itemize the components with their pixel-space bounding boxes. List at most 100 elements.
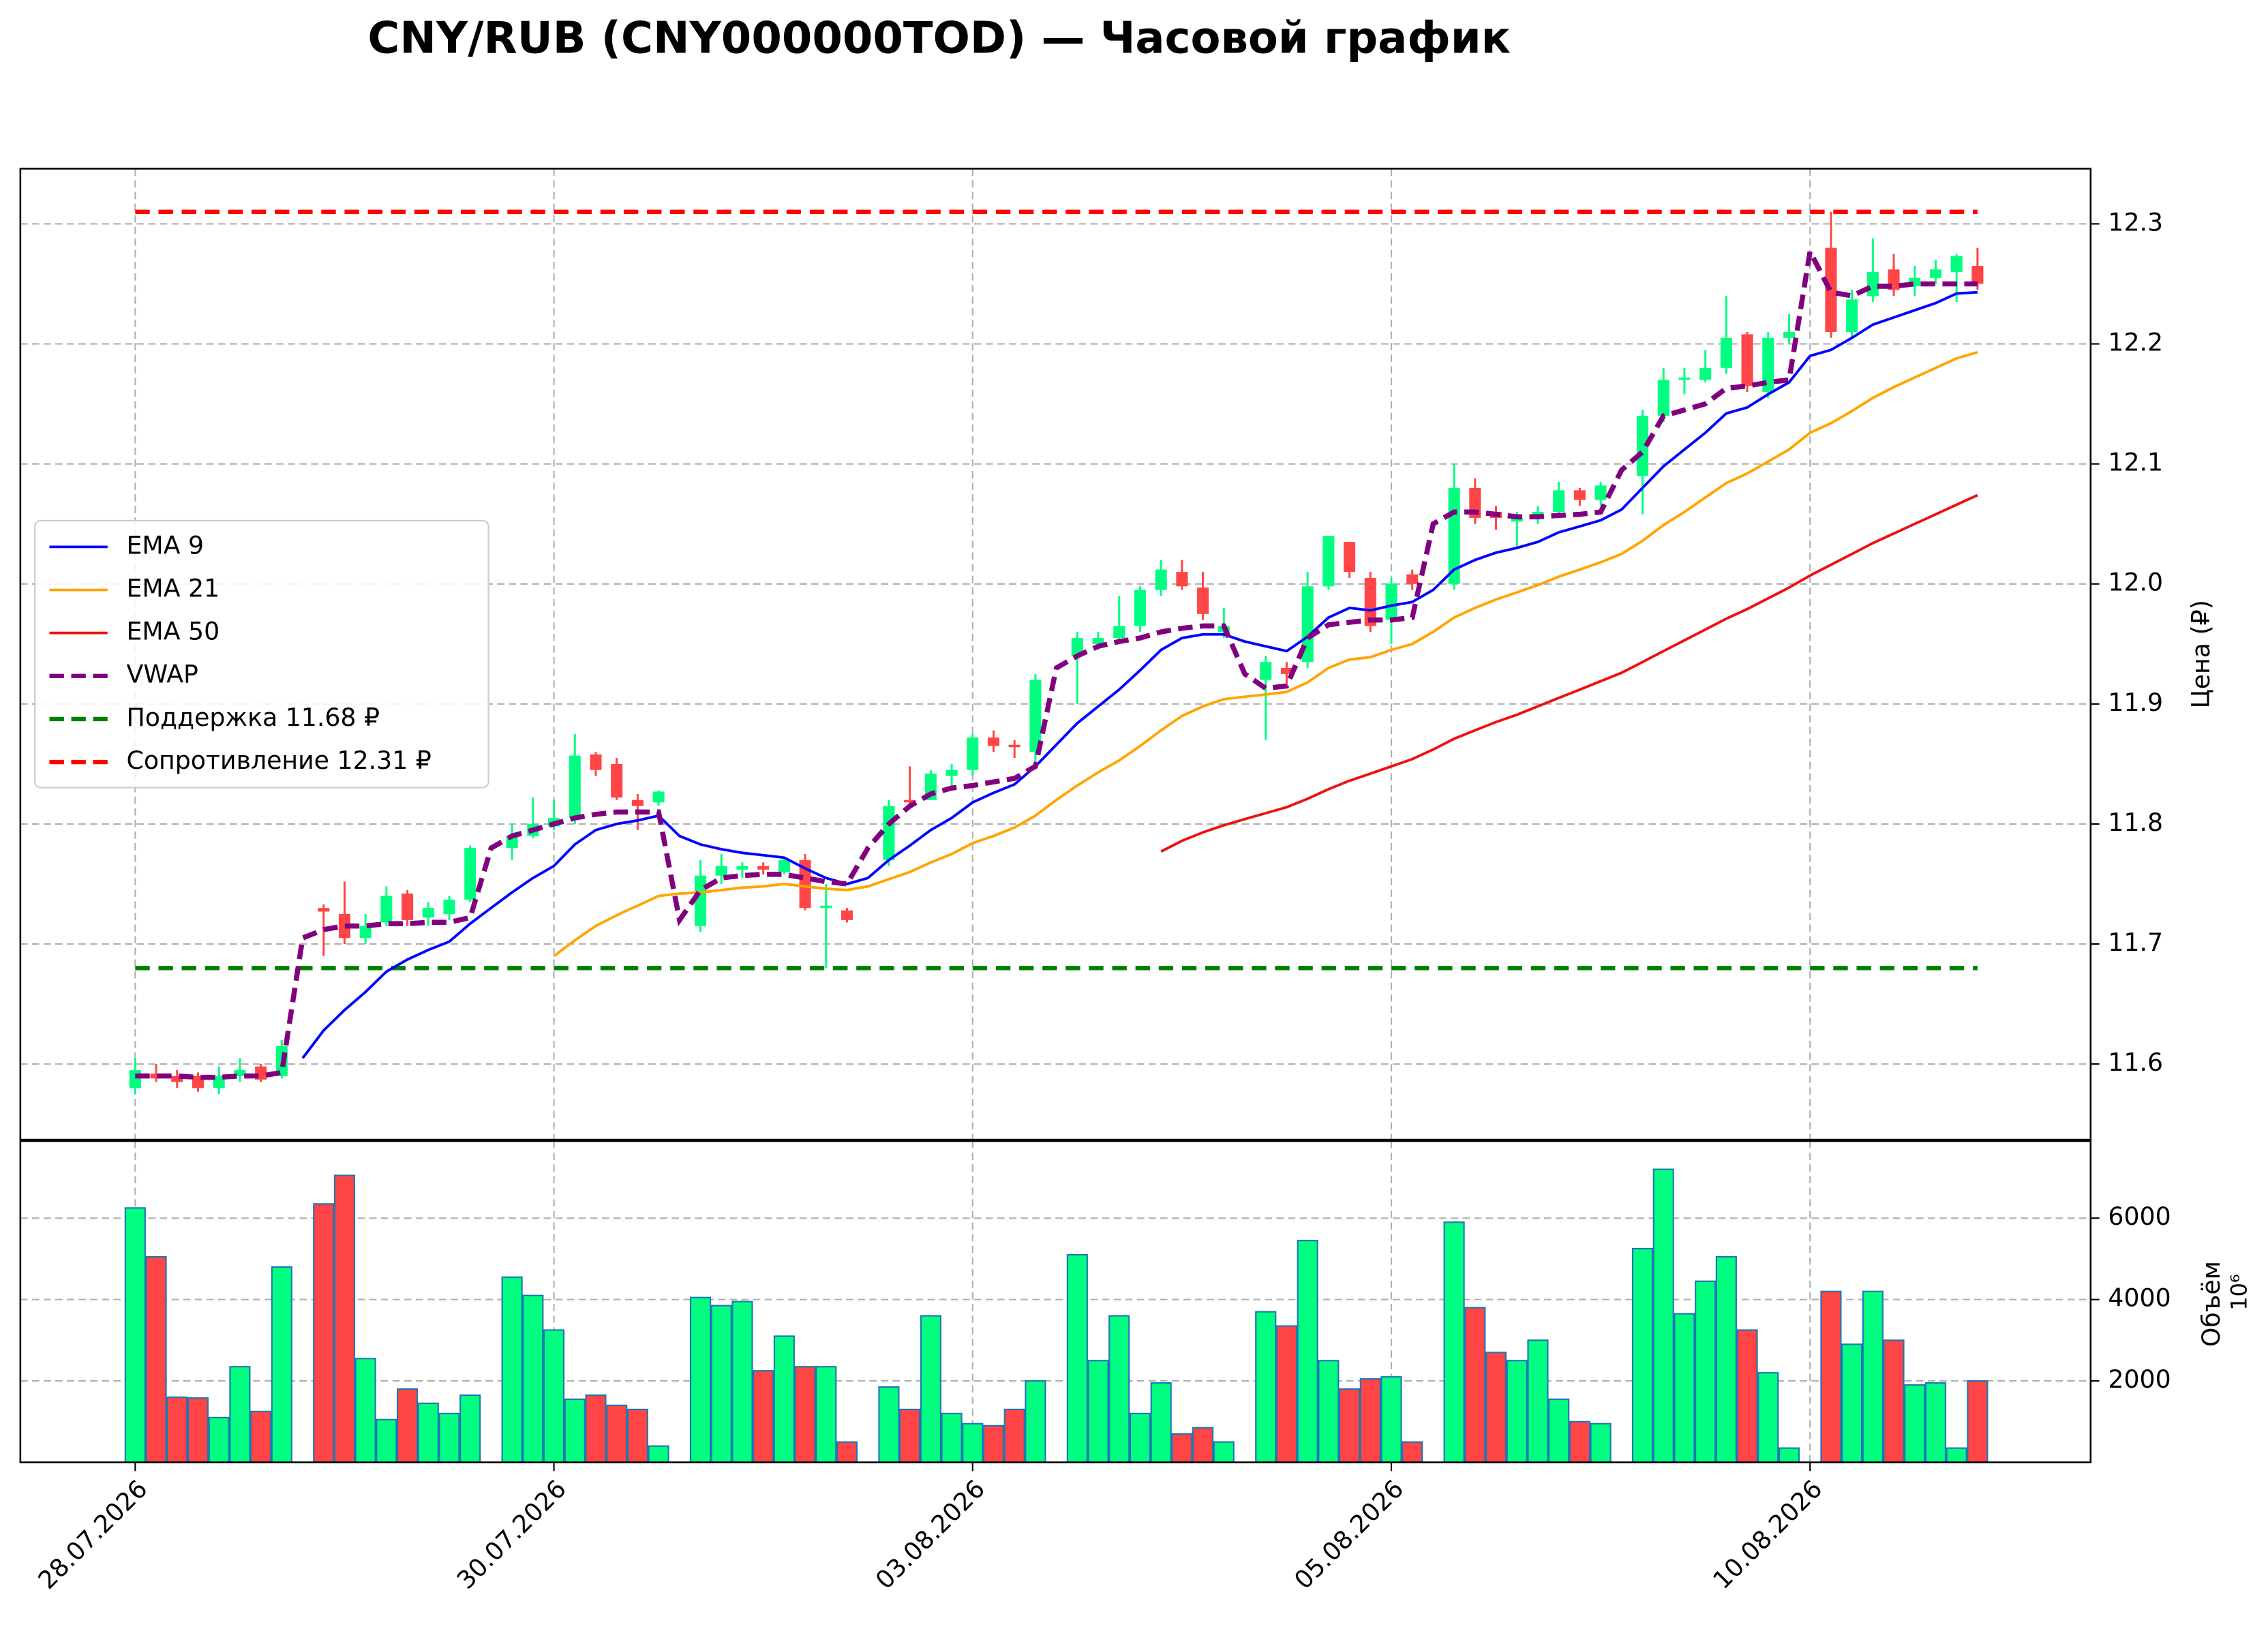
candle-body xyxy=(464,848,477,900)
volume-bar xyxy=(124,1207,146,1463)
y-tick-label: 11.7 xyxy=(2108,928,2163,957)
volume-bar xyxy=(1631,1247,1654,1463)
candle-body xyxy=(1741,334,1753,386)
volume-offset-label: 10⁶ xyxy=(2226,1274,2252,1311)
volume-bar xyxy=(899,1408,921,1463)
volume-bar xyxy=(1464,1307,1486,1463)
candle-body xyxy=(402,894,414,920)
volume-bar xyxy=(1255,1311,1277,1463)
candle-body xyxy=(631,799,644,806)
y-tick-label: 2000 xyxy=(2108,1365,2171,1394)
volume-bar xyxy=(1757,1372,1779,1463)
candle-body xyxy=(757,866,770,870)
volume-bar xyxy=(1338,1388,1361,1463)
volume-bar xyxy=(417,1402,439,1463)
candle-body xyxy=(338,914,350,939)
volume-bar xyxy=(1129,1412,1151,1463)
volume-bar xyxy=(1297,1240,1318,1463)
candle-body xyxy=(1176,572,1188,587)
volume-bar xyxy=(459,1394,481,1463)
candle-body xyxy=(695,875,707,926)
volume-bar xyxy=(1862,1290,1884,1463)
candle-body xyxy=(715,866,727,876)
candle-body xyxy=(1929,269,1941,278)
candle-body xyxy=(1720,337,1732,368)
volume-bar xyxy=(166,1396,188,1463)
candle-body xyxy=(359,926,372,939)
candle-body xyxy=(799,859,811,909)
candle-body xyxy=(1762,337,1774,392)
candle-body xyxy=(1113,626,1125,638)
volume-bar xyxy=(1275,1325,1298,1463)
candle-body xyxy=(171,1076,183,1082)
volume-bar xyxy=(1946,1447,1967,1463)
candle-body xyxy=(1322,536,1335,587)
volume-bar xyxy=(397,1388,419,1463)
volume-panel-frame xyxy=(19,1140,2092,1463)
volume-bar xyxy=(626,1408,648,1463)
volume-bar xyxy=(501,1276,523,1463)
candle-body xyxy=(1155,569,1167,590)
candle-body xyxy=(1636,416,1649,476)
candle-body xyxy=(150,1073,162,1079)
volume-bar xyxy=(585,1394,607,1463)
volume-bar xyxy=(941,1412,963,1463)
legend-label: EMA 9 xyxy=(127,530,205,560)
candle-body xyxy=(778,859,790,872)
y-tick-label: 4000 xyxy=(2108,1283,2171,1313)
volume-bar xyxy=(1924,1382,1947,1463)
legend-box xyxy=(34,519,489,789)
volume-bar xyxy=(920,1315,941,1463)
candle-body xyxy=(569,755,581,819)
candle-body xyxy=(967,737,979,770)
volume-bar xyxy=(731,1300,753,1463)
volume-bar xyxy=(794,1366,816,1463)
volume-bar xyxy=(1359,1378,1381,1463)
volume-bar xyxy=(1778,1447,1800,1463)
volume-bar xyxy=(1003,1408,1025,1463)
candle-body xyxy=(987,737,1000,746)
volume-bar xyxy=(522,1294,544,1463)
volume-bar xyxy=(313,1203,335,1463)
legend-label: Поддержка 11.68 ₽ xyxy=(127,703,380,732)
volume-bar xyxy=(1590,1422,1612,1463)
chart-title: CNY/RUB (CNY000000TOD) — Часовой график xyxy=(367,13,1511,63)
candle-body xyxy=(1008,744,1020,748)
y-tick-label: 12.3 xyxy=(2108,207,2163,237)
volume-bar xyxy=(1066,1253,1088,1463)
volume-bar xyxy=(606,1404,628,1463)
price-axis-label: Цена (₽) xyxy=(2186,600,2216,708)
volume-bar xyxy=(878,1386,900,1463)
candle-body xyxy=(652,791,665,803)
volume-bar xyxy=(1087,1360,1109,1463)
volume-bar xyxy=(1695,1280,1717,1463)
volume-bar xyxy=(1548,1398,1570,1463)
volume-bar xyxy=(836,1441,858,1463)
series-line xyxy=(553,350,1978,958)
volume-bar xyxy=(1402,1441,1423,1463)
legend-label: Сопротивление 12.31 ₽ xyxy=(127,746,432,775)
candle-body xyxy=(380,896,393,923)
candle-body xyxy=(1846,299,1858,332)
volume-bar xyxy=(250,1410,272,1463)
candle-body xyxy=(1950,256,1963,272)
legend: EMA 9 EMA 21 EMA 50 VWAP Поддержка 11.68 ₽ Со… xyxy=(34,519,489,789)
candle-body xyxy=(1280,668,1292,674)
candle-body xyxy=(1511,517,1523,522)
volume-bar xyxy=(1967,1380,1989,1463)
y-tick-label: 6000 xyxy=(2108,1202,2171,1231)
volume-bar xyxy=(354,1358,376,1463)
volume-bar xyxy=(1485,1352,1507,1463)
candle-body xyxy=(1301,586,1314,662)
volume-bar xyxy=(648,1445,669,1463)
series-line xyxy=(135,243,1978,1080)
candle-body xyxy=(1260,662,1272,680)
candle-body xyxy=(1594,485,1607,500)
candle-body xyxy=(946,769,958,776)
candle-body xyxy=(1866,271,1879,296)
volume-bar xyxy=(1443,1221,1465,1463)
series-line xyxy=(1160,493,1978,853)
candle-body xyxy=(736,866,749,870)
